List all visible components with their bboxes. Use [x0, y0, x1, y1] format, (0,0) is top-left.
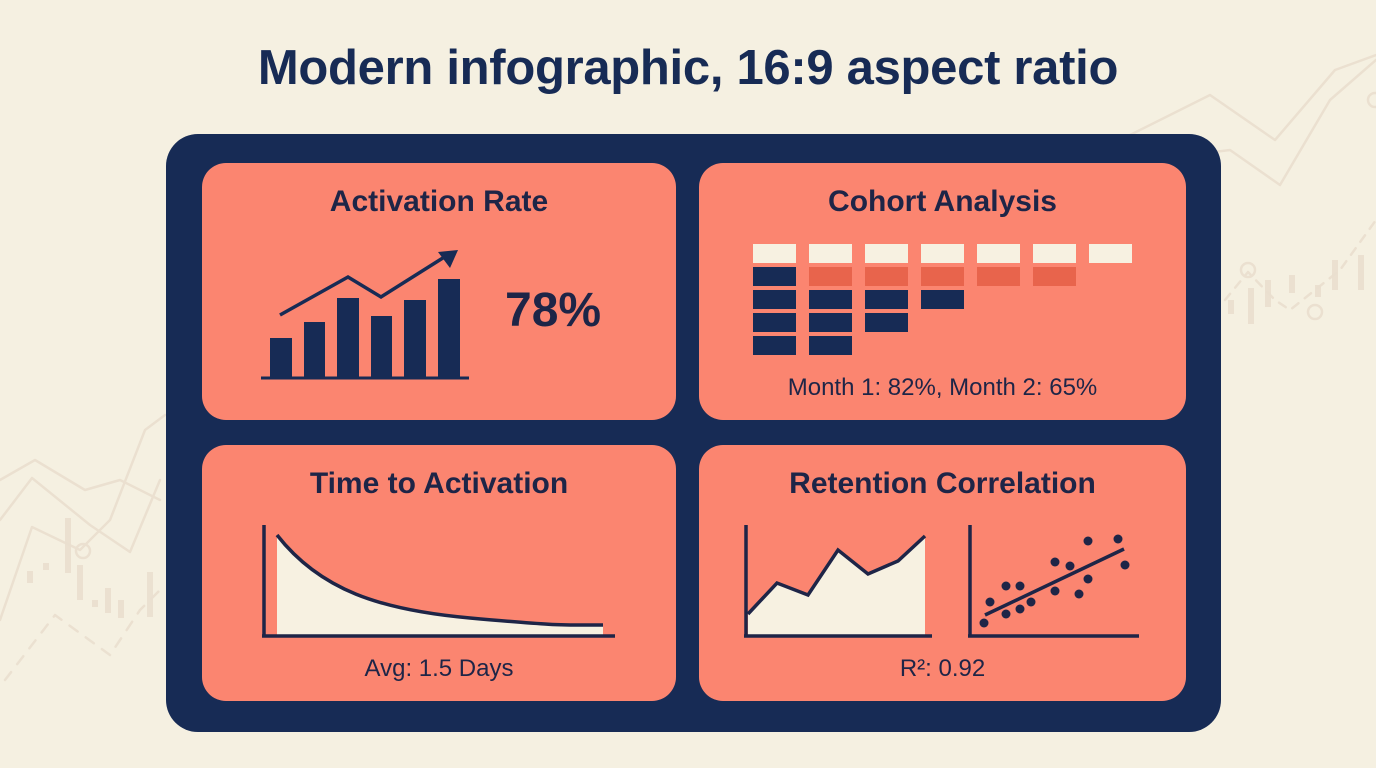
- retention-charts: [744, 525, 1139, 638]
- cohort-cell: [865, 313, 908, 332]
- panel-title: Retention Correlation: [789, 467, 1096, 500]
- bar-chart-icon: [261, 250, 469, 380]
- cohort-cell: [921, 244, 964, 263]
- cohort-cell: [1089, 244, 1132, 263]
- cohort-cell: [1033, 244, 1076, 263]
- time-caption: Avg: 1.5 Days: [364, 655, 514, 682]
- panel-title: Cohort Analysis: [828, 185, 1057, 218]
- r-squared-caption: R²: 0.92: [899, 655, 986, 682]
- dashboard-container: Activation Rate 78% Cohort Analysis: [166, 134, 1221, 732]
- retention-scatter-plot: [968, 525, 1139, 638]
- panel-retention-correlation: Retention Correlation: [699, 445, 1186, 701]
- panel-activation-rate: Activation Rate 78%: [202, 163, 676, 420]
- cohort-cell: [809, 290, 852, 309]
- cohort-cell: [1033, 267, 1076, 286]
- cohort-cell: [809, 267, 852, 286]
- cohort-cell: [753, 244, 796, 263]
- cohort-cell: [977, 267, 1020, 286]
- cohort-cell: [809, 336, 852, 355]
- cohort-cell: [753, 267, 796, 286]
- panel-cohort-analysis: Cohort Analysis: [699, 163, 1186, 420]
- cohort-cell: [753, 336, 796, 355]
- cohort-cell: [865, 290, 908, 309]
- panel-title: Activation Rate: [329, 185, 549, 218]
- cohort-cell: [977, 244, 1020, 263]
- cohort-cell: [865, 267, 908, 286]
- cohort-cell: [921, 290, 964, 309]
- cohort-cell: [865, 244, 908, 263]
- cohort-cell: [753, 290, 796, 309]
- cohort-cell: [921, 267, 964, 286]
- decay-curve-chart: [262, 525, 615, 638]
- retention-area-chart: [744, 525, 932, 638]
- activation-rate-value: 78%: [505, 284, 602, 337]
- page-title: Modern infographic, 16:9 aspect ratio: [257, 41, 1119, 95]
- cohort-cell: [809, 244, 852, 263]
- cohort-cell: [753, 313, 796, 332]
- panel-title: Time to Activation: [309, 467, 569, 500]
- cohort-caption: Month 1: 82%, Month 2: 65%: [787, 374, 1098, 401]
- cohort-cell: [809, 313, 852, 332]
- panel-time-to-activation: Time to Activation Avg: 1.5 Days: [202, 445, 676, 701]
